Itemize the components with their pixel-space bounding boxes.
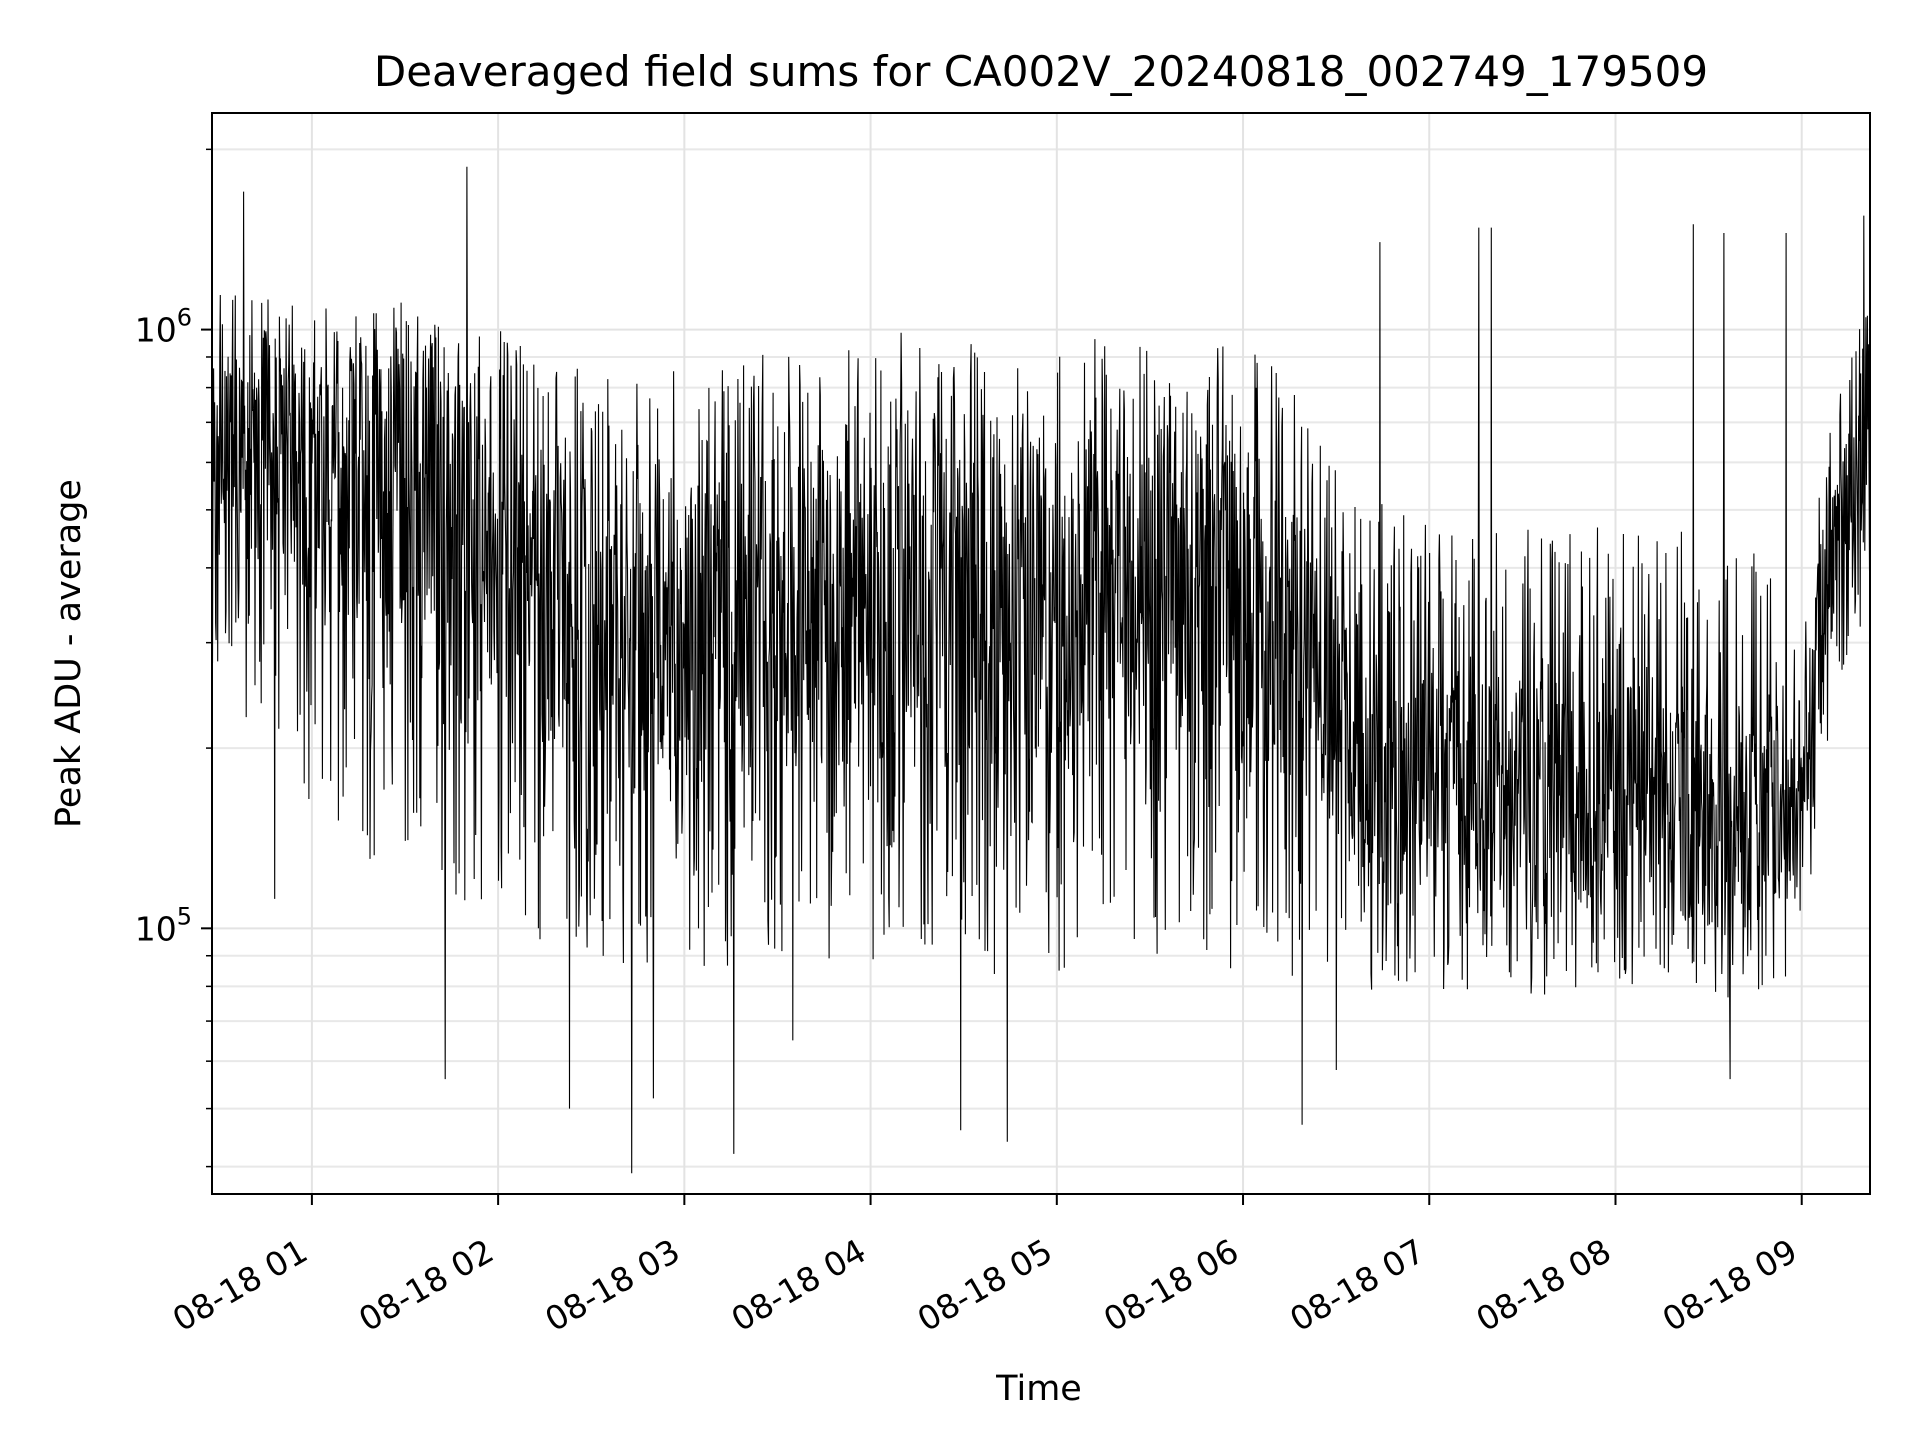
y-tick-label: 105 (135, 902, 192, 948)
series-line (211, 166, 1871, 1174)
y-tick-label: 106 (135, 304, 192, 350)
plot-frame (211, 112, 1871, 1195)
data-series (211, 166, 1871, 1174)
x-axis-label: Time (995, 1369, 1082, 1409)
y-axis-label: Peak ADU - average (49, 479, 89, 828)
chart-title: Deaveraged field sums for CA002V_2024081… (374, 47, 1708, 96)
